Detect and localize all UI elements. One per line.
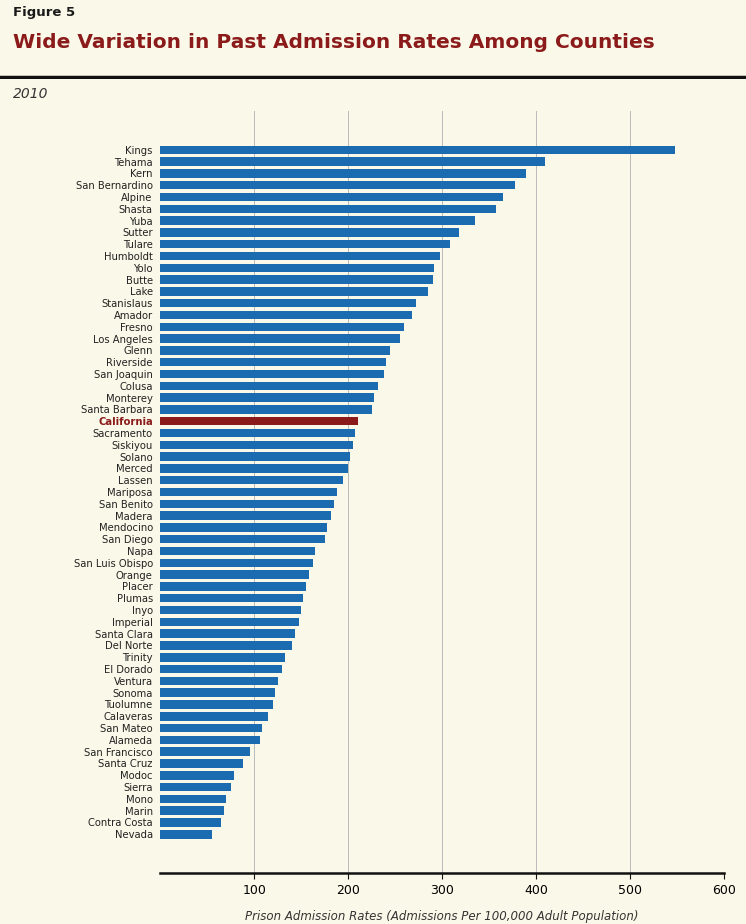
Bar: [160, 287, 428, 296]
Bar: [160, 736, 260, 744]
Bar: [160, 664, 283, 674]
Bar: [160, 429, 354, 437]
Bar: [160, 193, 503, 201]
Bar: [160, 795, 226, 803]
Bar: [160, 523, 327, 531]
Bar: [160, 169, 527, 177]
Bar: [160, 275, 433, 284]
Bar: [160, 216, 475, 225]
Bar: [160, 783, 231, 791]
Bar: [160, 570, 309, 579]
Bar: [160, 653, 285, 662]
X-axis label: Prison Admission Rates (Admissions Per 100,000 Adult Population): Prison Admission Rates (Admissions Per 1…: [245, 910, 639, 923]
Bar: [160, 641, 292, 650]
Bar: [160, 453, 350, 461]
Bar: [160, 606, 301, 614]
Bar: [160, 405, 372, 414]
Bar: [160, 582, 306, 590]
Bar: [160, 760, 243, 768]
Text: 2010: 2010: [13, 87, 49, 101]
Text: Figure 5: Figure 5: [13, 6, 75, 19]
Bar: [160, 370, 383, 378]
Bar: [160, 617, 299, 626]
Bar: [160, 807, 225, 815]
Bar: [160, 204, 496, 213]
Bar: [160, 500, 334, 508]
Bar: [160, 382, 378, 390]
Bar: [160, 511, 331, 520]
Bar: [160, 251, 440, 261]
Bar: [160, 441, 353, 449]
Bar: [160, 310, 412, 320]
Bar: [160, 346, 390, 355]
Bar: [160, 723, 262, 733]
Bar: [160, 700, 273, 709]
Bar: [160, 334, 400, 343]
Bar: [160, 830, 212, 839]
Bar: [160, 748, 250, 756]
Bar: [160, 676, 278, 685]
Bar: [160, 322, 404, 331]
Bar: [160, 240, 450, 249]
Bar: [160, 394, 374, 402]
Bar: [160, 771, 233, 780]
Bar: [160, 476, 343, 484]
Bar: [160, 263, 434, 272]
Bar: [160, 688, 275, 697]
Bar: [160, 157, 545, 165]
Bar: [160, 819, 222, 827]
Bar: [160, 228, 459, 237]
Bar: [160, 712, 269, 721]
Bar: [160, 145, 675, 154]
Bar: [160, 299, 416, 308]
Text: Wide Variation in Past Admission Rates Among Counties: Wide Variation in Past Admission Rates A…: [13, 33, 655, 52]
Bar: [160, 181, 515, 189]
Bar: [160, 535, 325, 543]
Bar: [160, 358, 386, 367]
Bar: [160, 547, 316, 555]
Bar: [160, 488, 337, 496]
Bar: [160, 417, 357, 425]
Bar: [160, 559, 313, 567]
Bar: [160, 464, 348, 473]
Bar: [160, 629, 295, 638]
Bar: [160, 594, 303, 602]
